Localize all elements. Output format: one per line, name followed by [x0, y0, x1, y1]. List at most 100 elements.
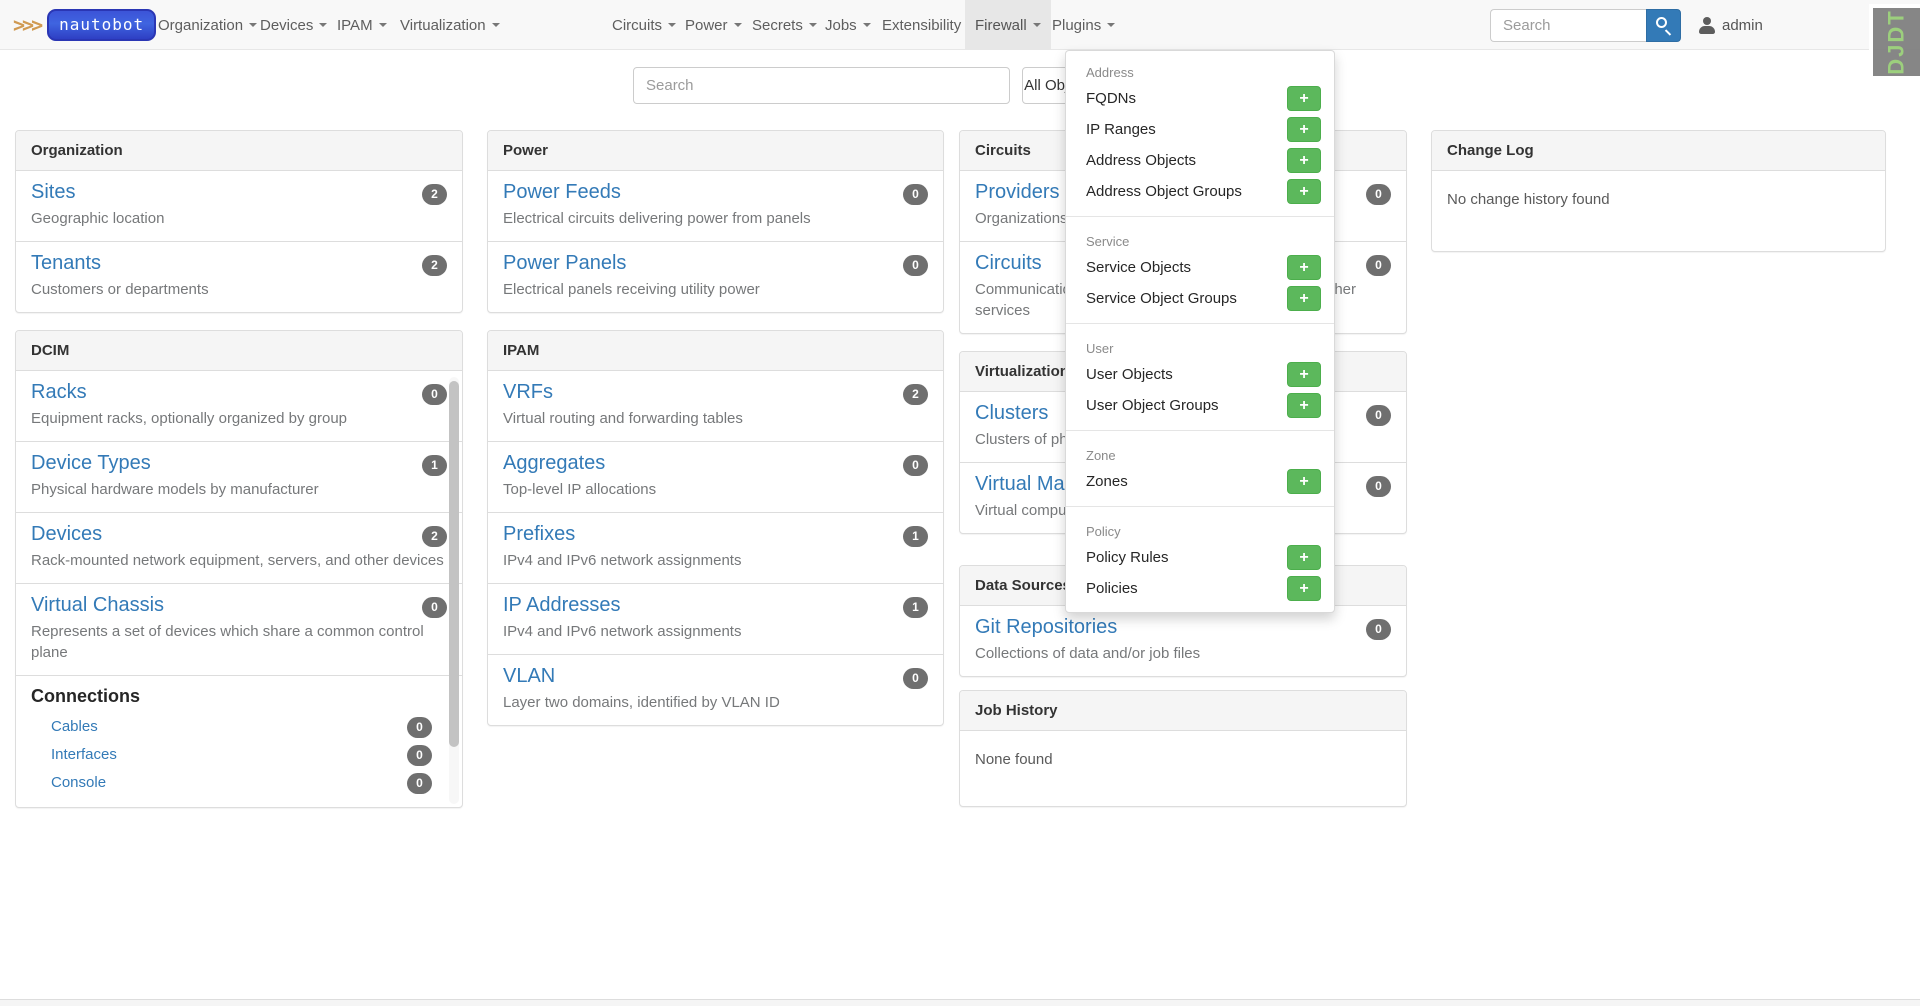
add-service-object-group-button[interactable]: +	[1287, 286, 1321, 311]
power-feeds-link[interactable]: Power Feeds	[503, 181, 621, 203]
panel-organization: Organization Sites 2 Geographic location…	[15, 130, 463, 313]
prefixes-link[interactable]: Prefixes	[503, 523, 576, 545]
scrollbar-thumb[interactable]	[449, 381, 459, 747]
count-badge: 0	[1366, 619, 1391, 640]
console-link[interactable]: Console	[51, 774, 107, 791]
add-policy-rule-button[interactable]: +	[1287, 545, 1321, 570]
menu-item-address-objects[interactable]: Address Objects +	[1066, 145, 1334, 176]
nav-item-ipam[interactable]: IPAM	[327, 0, 397, 50]
django-debug-toolbar-handle[interactable]: DJDT	[1869, 4, 1920, 80]
connections-heading: Connections	[31, 686, 141, 706]
nav-item-power[interactable]: Power	[675, 0, 752, 50]
nav-item-virtualization[interactable]: Virtualization	[390, 0, 510, 50]
count-badge: 0	[407, 745, 432, 766]
count-badge: 0	[903, 668, 928, 689]
vlan-link[interactable]: VLAN	[503, 665, 556, 687]
menu-item-ip-ranges[interactable]: IP Ranges +	[1066, 114, 1334, 145]
add-user-object-group-button[interactable]: +	[1287, 393, 1321, 418]
firewall-dropdown-menu: Address FQDNs + IP Ranges + Address Obje…	[1065, 50, 1335, 613]
circuits-link[interactable]: Circuits	[975, 252, 1042, 274]
interfaces-link[interactable]: Interfaces	[51, 746, 117, 763]
panel-change-log: Change Log No change history found	[1431, 130, 1886, 252]
racks-link[interactable]: Racks	[31, 381, 87, 403]
count-badge: 2	[903, 384, 928, 405]
menu-divider	[1066, 216, 1334, 217]
nautobot-brand[interactable]: >>> nautobot	[13, 0, 157, 50]
add-fqdn-button[interactable]: +	[1287, 86, 1321, 111]
add-address-object-group-button[interactable]: +	[1287, 179, 1321, 204]
device-types-link[interactable]: Device Types	[31, 452, 151, 474]
add-service-object-button[interactable]: +	[1287, 255, 1321, 280]
add-policy-button[interactable]: +	[1287, 576, 1321, 601]
menu-item-policies[interactable]: Policies +	[1066, 573, 1334, 604]
list-item-racks: Racks 0 Equipment racks, optionally orga…	[16, 371, 462, 441]
top-navbar: >>> nautobot Organization Devices IPAM V…	[0, 0, 1920, 50]
nav-item-firewall[interactable]: Firewall	[965, 0, 1051, 50]
item-description: Geographic location	[31, 210, 165, 227]
menu-item-service-objects[interactable]: Service Objects +	[1066, 252, 1334, 283]
search-icon	[1656, 17, 1667, 28]
add-address-object-button[interactable]: +	[1287, 148, 1321, 173]
list-item-power-panels: Power Panels 0 Electrical panels receivi…	[488, 241, 943, 312]
add-user-object-button[interactable]: +	[1287, 362, 1321, 387]
vrfs-link[interactable]: VRFs	[503, 381, 553, 403]
count-badge: 0	[903, 184, 928, 205]
nav-item-devices[interactable]: Devices	[250, 0, 337, 50]
count-badge: 0	[422, 384, 447, 405]
clusters-link[interactable]: Clusters	[975, 402, 1049, 424]
brand-chevrons-icon: >>>	[13, 13, 43, 37]
nav-item-secrets[interactable]: Secrets	[742, 0, 827, 50]
menu-divider	[1066, 323, 1334, 324]
nav-item-circuits[interactable]: Circuits	[602, 0, 686, 50]
count-badge: 0	[407, 717, 432, 738]
menu-item-fqdns[interactable]: FQDNs +	[1066, 83, 1334, 114]
count-badge: 0	[1366, 184, 1391, 205]
aggregates-link[interactable]: Aggregates	[503, 452, 606, 474]
navbar-search-button[interactable]	[1646, 9, 1681, 42]
menu-item-user-objects[interactable]: User Objects +	[1066, 359, 1334, 390]
navbar-search	[1490, 9, 1681, 42]
git-repositories-link[interactable]: Git Repositories	[975, 616, 1118, 638]
cables-link[interactable]: Cables	[51, 718, 98, 735]
add-ip-range-button[interactable]: +	[1287, 117, 1321, 142]
menu-section-header: Zone	[1086, 448, 1116, 463]
menu-section-header: Service	[1086, 234, 1130, 249]
list-item-devices: Devices 2 Rack-mounted network equipment…	[16, 512, 462, 583]
list-item-ip-addresses: IP Addresses 1 IPv4 and IPv6 network ass…	[488, 583, 943, 654]
nav-item-jobs[interactable]: Jobs	[815, 0, 881, 50]
panel-title: Organization	[16, 131, 462, 171]
menu-item-user-object-groups[interactable]: User Object Groups +	[1066, 390, 1334, 421]
item-description: Equipment racks, optionally organized by…	[31, 410, 348, 427]
chevron-down-icon	[491, 23, 500, 27]
nav-item-organization[interactable]: Organization	[148, 0, 267, 50]
item-description: Collections of data and/or job files	[975, 645, 1201, 662]
menu-item-service-object-groups[interactable]: Service Object Groups +	[1066, 283, 1334, 314]
add-zone-button[interactable]: +	[1287, 469, 1321, 494]
navbar-search-input[interactable]	[1490, 9, 1646, 42]
item-description: IPv4 and IPv6 network assignments	[503, 552, 742, 569]
menu-section-header: Policy	[1086, 524, 1121, 539]
nautobot-logo: nautobot	[47, 9, 157, 41]
menu-section-header: User	[1086, 341, 1114, 356]
count-badge: 0	[422, 597, 447, 618]
sites-link[interactable]: Sites	[31, 181, 76, 203]
menu-item-address-object-groups[interactable]: Address Object Groups +	[1066, 176, 1334, 207]
item-description: IPv4 and IPv6 network assignments	[503, 623, 742, 640]
menu-item-policy-rules[interactable]: Policy Rules +	[1066, 542, 1334, 573]
nav-item-plugins[interactable]: Plugins	[1042, 0, 1125, 50]
panel-title: DCIM	[16, 331, 462, 371]
devices-link[interactable]: Devices	[31, 523, 103, 545]
user-menu[interactable]: admin	[1698, 0, 1763, 50]
list-item-prefixes: Prefixes 1 IPv4 and IPv6 network assignm…	[488, 512, 943, 583]
menu-item-zones[interactable]: Zones +	[1066, 466, 1334, 497]
providers-link[interactable]: Providers	[975, 181, 1060, 203]
global-search-input[interactable]	[633, 67, 1010, 104]
panel-power: Power Power Feeds 0 Electrical circuits …	[487, 130, 944, 313]
panel-title: IPAM	[488, 331, 943, 371]
list-item-tenants: Tenants 2 Customers or departments	[16, 241, 462, 312]
item-description: Customers or departments	[31, 281, 209, 298]
power-panels-link[interactable]: Power Panels	[503, 252, 627, 274]
virtual-chassis-link[interactable]: Virtual Chassis	[31, 594, 165, 616]
ip-addresses-link[interactable]: IP Addresses	[503, 594, 621, 616]
tenants-link[interactable]: Tenants	[31, 252, 102, 274]
